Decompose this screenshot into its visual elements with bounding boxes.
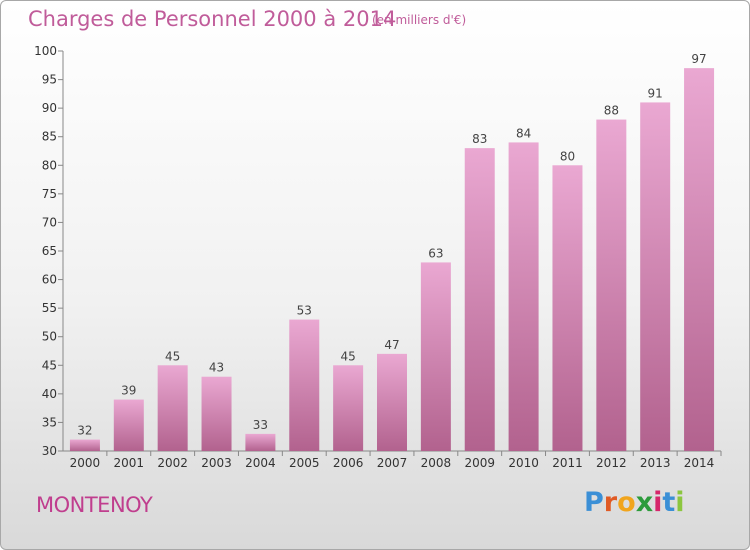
bar-2005 [289,319,320,451]
x-tick-label: 2013 [640,456,671,470]
bar-2007 [377,353,407,451]
x-tick-label: 2014 [684,456,715,470]
y-tick-label: 65 [42,244,57,258]
y-tick-label: 55 [42,301,57,315]
y-tick-label: 60 [42,273,57,287]
y-tick-label: 95 [42,73,57,87]
bar-2010 [508,142,539,451]
logo-letter: i [653,487,663,518]
x-tick-label: 2012 [596,456,627,470]
chart-unit: (en milliers d'€) [372,13,467,27]
data-label-2013: 91 [648,86,663,100]
y-tick-label: 50 [42,330,57,344]
x-tick-label: 2008 [421,456,452,470]
x-tick-label: 2010 [508,456,539,470]
data-label-2003: 43 [209,361,224,375]
data-label-2005: 53 [297,304,312,318]
bar-2008 [420,262,451,451]
data-label-2002: 45 [165,349,180,363]
bar-2013 [640,102,671,451]
bar-2002 [157,365,188,451]
chart-title: Charges de Personnel 2000 à 2014 [28,7,397,31]
y-axis: 30 35 40 45 50 55 60 65 70 75 80 85 90 95 100 [34,44,64,458]
x-tick-label: 2002 [157,456,188,470]
y-tick-label: 80 [42,158,57,172]
data-label-2000: 32 [77,424,92,438]
bar-2001 [113,399,144,451]
x-tick-label: 2005 [289,456,320,470]
y-tick-label: 40 [42,387,57,401]
y-tick-label: 30 [42,444,57,458]
data-label-2004: 33 [253,418,268,432]
data-label-2014: 97 [691,52,706,66]
bar-2011 [552,165,583,452]
data-label-2011: 80 [560,149,575,163]
x-tick-label: 2007 [377,456,408,470]
y-tick-label: 90 [42,101,57,115]
x-tick-label: 2009 [464,456,495,470]
y-tick-label: 75 [42,187,57,201]
logo-letter: o [617,487,636,518]
y-tick-label: 70 [42,215,57,229]
y-tick-label: 35 [42,415,57,429]
y-tick-label: 100 [34,44,57,58]
data-label-2010: 84 [516,126,531,140]
data-label-2008: 63 [428,246,443,260]
bar-2009 [464,148,495,451]
proxiti-logo: Proxiti [584,487,685,518]
bar-2014 [684,68,715,452]
logo-letter: x [635,487,654,518]
bars: 32 39 45 43 33 53 45 47 63 83 84 80 88 91 97 [69,52,715,452]
x-tick-label: 2003 [201,456,232,470]
logo-letter: t [662,487,676,518]
logo-letter: P [584,487,604,518]
bar-2012 [596,119,627,452]
y-tick-label: 85 [42,130,57,144]
bar-2003 [201,376,232,451]
commune-name: MONTENOY [36,493,153,517]
bar-2006 [333,365,364,451]
logo-letter: r [603,487,618,518]
x-tick-label: 2004 [245,456,276,470]
x-tick-label: 2006 [333,456,364,470]
data-label-2009: 83 [472,132,487,146]
y-tick-label: 45 [42,358,57,372]
x-tick-label: 2011 [552,456,583,470]
x-tick-label: 2001 [114,456,145,470]
data-label-2007: 47 [384,338,399,352]
data-label-2012: 88 [604,104,619,118]
x-axis: 2000 2001 2002 2003 2004 2005 2006 2007 2008 2009… [63,450,722,470]
bar-2004 [245,433,276,451]
data-label-2001: 39 [121,384,136,398]
x-tick-label: 2000 [70,456,101,470]
bar-2000 [69,439,100,451]
logo-letter: i [675,487,685,518]
data-label-2006: 45 [340,349,355,363]
